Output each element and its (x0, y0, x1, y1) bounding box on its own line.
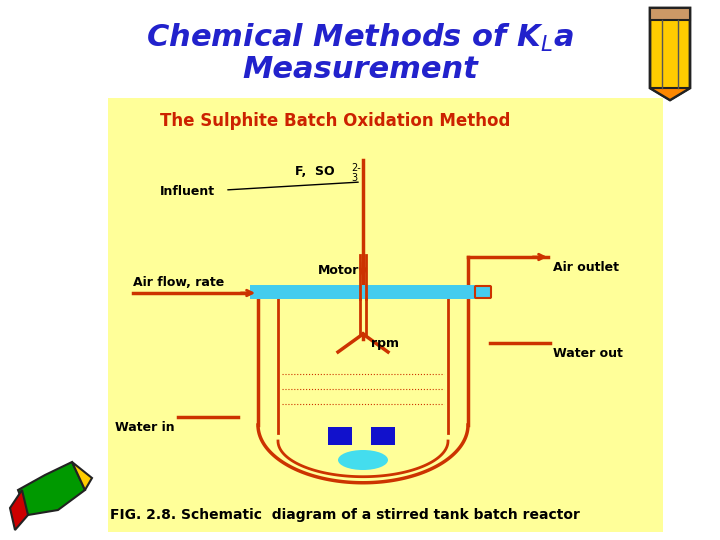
Text: F,  SO: F, SO (295, 165, 335, 178)
FancyBboxPatch shape (108, 500, 663, 532)
Text: 2-: 2- (351, 163, 361, 173)
FancyBboxPatch shape (108, 98, 663, 513)
Text: Measurement: Measurement (242, 55, 478, 84)
Text: Air outlet: Air outlet (553, 261, 619, 274)
Text: Water in: Water in (115, 421, 175, 434)
Text: rpm: rpm (371, 338, 399, 350)
Text: 3: 3 (351, 173, 357, 183)
Text: Influent: Influent (160, 185, 215, 198)
FancyBboxPatch shape (250, 285, 476, 299)
FancyBboxPatch shape (328, 427, 352, 445)
Polygon shape (650, 88, 690, 100)
Text: Water out: Water out (553, 347, 623, 360)
Polygon shape (72, 462, 92, 490)
Polygon shape (18, 462, 85, 515)
Text: The Sulphite Batch Oxidation Method: The Sulphite Batch Oxidation Method (160, 112, 510, 130)
Text: Air flow, rate: Air flow, rate (133, 276, 224, 289)
FancyBboxPatch shape (475, 286, 491, 298)
Text: Motor: Motor (318, 264, 359, 276)
Text: FIG. 2.8. Schematic  diagram of a stirred tank batch reactor: FIG. 2.8. Schematic diagram of a stirred… (110, 508, 580, 522)
Ellipse shape (338, 450, 388, 470)
FancyBboxPatch shape (650, 8, 690, 20)
Text: Chemical Methods of K$_L$a: Chemical Methods of K$_L$a (146, 22, 574, 54)
FancyBboxPatch shape (371, 427, 395, 445)
Polygon shape (650, 8, 690, 100)
Polygon shape (10, 490, 28, 530)
